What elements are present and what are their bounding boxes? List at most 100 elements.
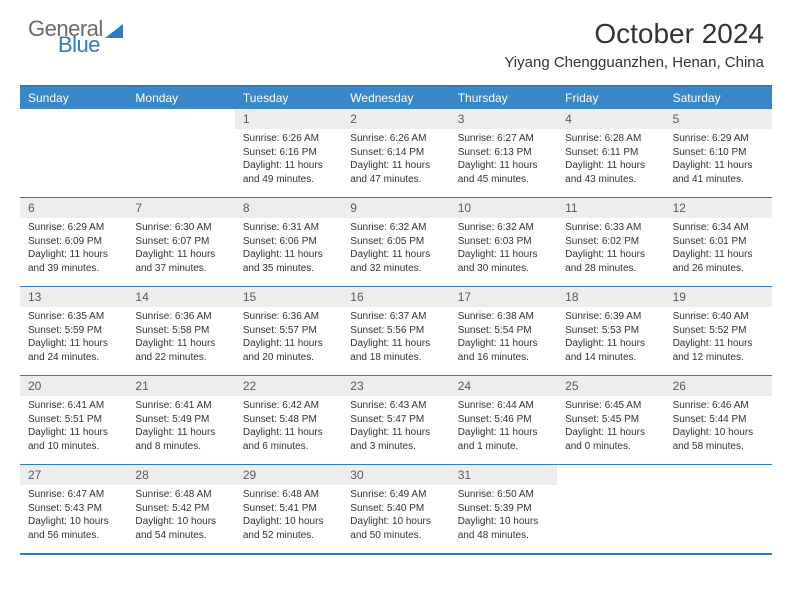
daylight-text: Daylight: 11 hours and 43 minutes. (565, 159, 656, 186)
day-cell (20, 109, 127, 197)
day-details: Sunrise: 6:29 AMSunset: 6:10 PMDaylight:… (665, 129, 772, 192)
sunset-text: Sunset: 5:46 PM (458, 413, 549, 427)
sunrise-text: Sunrise: 6:32 AM (458, 221, 549, 235)
day-cell (665, 465, 772, 553)
day-number: 31 (450, 465, 557, 485)
location-label: Yiyang Chengguanzhen, Henan, China (504, 54, 764, 71)
sunset-text: Sunset: 5:44 PM (673, 413, 764, 427)
daylight-text: Daylight: 11 hours and 37 minutes. (135, 248, 226, 275)
day-number: 20 (20, 376, 127, 396)
day-details: Sunrise: 6:36 AMSunset: 5:57 PMDaylight:… (235, 307, 342, 370)
sunrise-text: Sunrise: 6:43 AM (350, 399, 441, 413)
sunset-text: Sunset: 6:06 PM (243, 235, 334, 249)
sunset-text: Sunset: 5:41 PM (243, 502, 334, 516)
day-number: 21 (127, 376, 234, 396)
day-cell (127, 109, 234, 197)
weekday-sunday: Sunday (20, 87, 127, 109)
sunset-text: Sunset: 5:51 PM (28, 413, 119, 427)
sunset-text: Sunset: 5:57 PM (243, 324, 334, 338)
sunrise-text: Sunrise: 6:31 AM (243, 221, 334, 235)
day-details: Sunrise: 6:45 AMSunset: 5:45 PMDaylight:… (557, 396, 664, 459)
daylight-text: Daylight: 11 hours and 47 minutes. (350, 159, 441, 186)
sunrise-text: Sunrise: 6:39 AM (565, 310, 656, 324)
daylight-text: Daylight: 11 hours and 41 minutes. (673, 159, 764, 186)
day-cell: 30Sunrise: 6:49 AMSunset: 5:40 PMDayligh… (342, 465, 449, 553)
daylight-text: Daylight: 11 hours and 8 minutes. (135, 426, 226, 453)
day-number: 5 (665, 109, 772, 129)
sunset-text: Sunset: 6:16 PM (243, 146, 334, 160)
sunrise-text: Sunrise: 6:32 AM (350, 221, 441, 235)
day-cell: 1Sunrise: 6:26 AMSunset: 6:16 PMDaylight… (235, 109, 342, 197)
calendar-week: 13Sunrise: 6:35 AMSunset: 5:59 PMDayligh… (20, 286, 772, 375)
sunset-text: Sunset: 6:13 PM (458, 146, 549, 160)
sunset-text: Sunset: 6:11 PM (565, 146, 656, 160)
day-number: 19 (665, 287, 772, 307)
day-details: Sunrise: 6:36 AMSunset: 5:58 PMDaylight:… (127, 307, 234, 370)
sunset-text: Sunset: 5:52 PM (673, 324, 764, 338)
sunset-text: Sunset: 6:05 PM (350, 235, 441, 249)
day-details: Sunrise: 6:43 AMSunset: 5:47 PMDaylight:… (342, 396, 449, 459)
day-details: Sunrise: 6:46 AMSunset: 5:44 PMDaylight:… (665, 396, 772, 459)
sunrise-text: Sunrise: 6:48 AM (243, 488, 334, 502)
daylight-text: Daylight: 11 hours and 22 minutes. (135, 337, 226, 364)
calendar-week: 6Sunrise: 6:29 AMSunset: 6:09 PMDaylight… (20, 197, 772, 286)
calendar-week: 1Sunrise: 6:26 AMSunset: 6:16 PMDaylight… (20, 109, 772, 197)
day-cell: 24 Sunrise: 6:44 AMSunset: 5:46 PMDayligh… (450, 376, 557, 464)
day-details: Sunrise: 6:47 AMSunset: 5:43 PMDaylight:… (20, 485, 127, 548)
day-cell: 21Sunrise: 6:41 AMSunset: 5:49 PMDayligh… (127, 376, 234, 464)
sunrise-text: Sunrise: 6:48 AM (135, 488, 226, 502)
day-cell: 13Sunrise: 6:35 AMSunset: 5:59 PMDayligh… (20, 287, 127, 375)
page-title: October 2024 (504, 18, 764, 50)
daylight-text: Daylight: 11 hours and 18 minutes. (350, 337, 441, 364)
weekday-saturday: Saturday (665, 87, 772, 109)
sunset-text: Sunset: 5:56 PM (350, 324, 441, 338)
day-cell: 31Sunrise: 6:50 AMSunset: 5:39 PMDayligh… (450, 465, 557, 553)
sunrise-text: Sunrise: 6:28 AM (565, 132, 656, 146)
day-details: Sunrise: 6:41 AMSunset: 5:49 PMDaylight:… (127, 396, 234, 459)
sunrise-text: Sunrise: 6:41 AM (28, 399, 119, 413)
day-cell: 4 Sunrise: 6:28 AMSunset: 6:11 PMDaylight… (557, 109, 664, 197)
day-number: 8 (235, 198, 342, 218)
daylight-text: Daylight: 11 hours and 20 minutes. (243, 337, 334, 364)
day-number: 2 (342, 109, 449, 129)
sunset-text: Sunset: 6:09 PM (28, 235, 119, 249)
day-number: 24 (450, 376, 557, 396)
day-number: 11 (557, 198, 664, 218)
day-cell: 9Sunrise: 6:32 AMSunset: 6:05 PMDaylight… (342, 198, 449, 286)
day-number: 4 (557, 109, 664, 129)
daylight-text: Daylight: 10 hours and 56 minutes. (28, 515, 119, 542)
day-number: 23 (342, 376, 449, 396)
daylight-text: Daylight: 10 hours and 50 minutes. (350, 515, 441, 542)
daylight-text: Daylight: 11 hours and 45 minutes. (458, 159, 549, 186)
sunrise-text: Sunrise: 6:41 AM (135, 399, 226, 413)
sunset-text: Sunset: 5:54 PM (458, 324, 549, 338)
day-cell: 16Sunrise: 6:37 AMSunset: 5:56 PMDayligh… (342, 287, 449, 375)
sunrise-text: Sunrise: 6:50 AM (458, 488, 549, 502)
daylight-text: Daylight: 11 hours and 10 minutes. (28, 426, 119, 453)
day-details: Sunrise: 6:26 AMSunset: 6:14 PMDaylight:… (342, 129, 449, 192)
calendar-header-row: Sunday Monday Tuesday Wednesday Thursday… (20, 87, 772, 109)
daylight-text: Daylight: 11 hours and 35 minutes. (243, 248, 334, 275)
sunrise-text: Sunrise: 6:35 AM (28, 310, 119, 324)
sunrise-text: Sunrise: 6:44 AM (458, 399, 549, 413)
sunset-text: Sunset: 6:01 PM (673, 235, 764, 249)
day-number: 1 (235, 109, 342, 129)
daylight-text: Daylight: 10 hours and 54 minutes. (135, 515, 226, 542)
day-cell: 11Sunrise: 6:33 AMSunset: 6:02 PMDayligh… (557, 198, 664, 286)
day-details: Sunrise: 6:26 AMSunset: 6:16 PMDaylight:… (235, 129, 342, 192)
day-details: Sunrise: 6:32 AMSunset: 6:05 PMDaylight:… (342, 218, 449, 281)
sunset-text: Sunset: 6:14 PM (350, 146, 441, 160)
sunset-text: Sunset: 5:49 PM (135, 413, 226, 427)
daylight-text: Daylight: 10 hours and 48 minutes. (458, 515, 549, 542)
day-number: 12 (665, 198, 772, 218)
daylight-text: Daylight: 11 hours and 39 minutes. (28, 248, 119, 275)
sunrise-text: Sunrise: 6:49 AM (350, 488, 441, 502)
sunset-text: Sunset: 5:48 PM (243, 413, 334, 427)
daylight-text: Daylight: 11 hours and 1 minute. (458, 426, 549, 453)
sunrise-text: Sunrise: 6:38 AM (458, 310, 549, 324)
sunset-text: Sunset: 6:07 PM (135, 235, 226, 249)
day-details: Sunrise: 6:48 AMSunset: 5:42 PMDaylight:… (127, 485, 234, 548)
sunrise-text: Sunrise: 6:42 AM (243, 399, 334, 413)
day-number: 28 (127, 465, 234, 485)
day-number: 26 (665, 376, 772, 396)
